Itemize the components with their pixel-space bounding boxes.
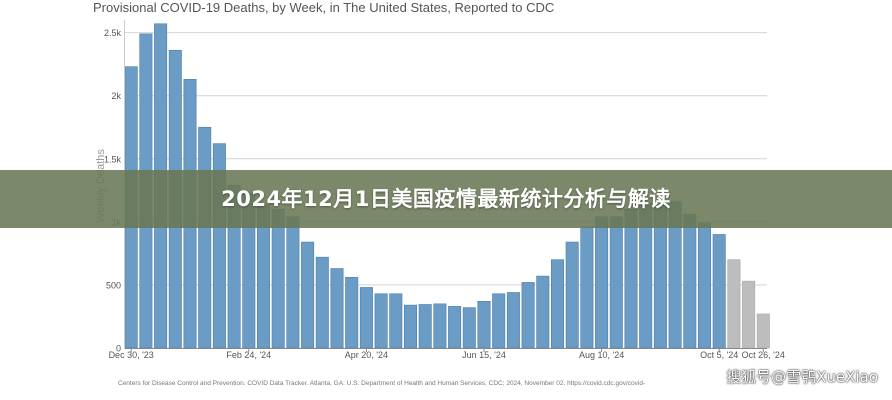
bars xyxy=(124,23,770,349)
y-tick-label: 2k xyxy=(111,91,121,101)
bar xyxy=(330,268,344,349)
bar xyxy=(536,275,550,349)
x-tick-label: Oct 26, '24 xyxy=(742,350,785,360)
title-banner: 2024年12月1日美国疫情最新统计分析与解读 xyxy=(0,170,892,228)
bar xyxy=(389,293,403,349)
x-tick-label: Dec 30, '23 xyxy=(109,350,154,360)
bar xyxy=(550,259,564,349)
bar xyxy=(448,306,462,349)
bar xyxy=(492,293,506,349)
bar xyxy=(271,208,285,349)
bar xyxy=(286,216,300,349)
y-tick-label: 2.5k xyxy=(104,28,122,38)
x-tick-label: Feb 24, '24 xyxy=(226,350,271,360)
y-tick-label: 1.5k xyxy=(104,154,122,164)
bar xyxy=(742,280,756,349)
x-tick-labels: Dec 30, '23 Feb 24, '24 Apr 20, '24 Jun 15,… xyxy=(109,348,785,360)
source-note: Centers for Disease Control and Preventi… xyxy=(118,380,646,387)
bar xyxy=(403,304,417,349)
bar xyxy=(697,222,711,349)
bar xyxy=(374,293,388,349)
bar xyxy=(477,301,491,349)
bar xyxy=(756,313,770,349)
watermark: 搜狐号@雪鸮XueXiao xyxy=(726,368,878,386)
y-tick-label: 500 xyxy=(106,280,121,290)
x-tick-label: Oct 5, '24 xyxy=(700,350,738,360)
bar xyxy=(595,216,609,349)
bar xyxy=(301,241,315,349)
bar xyxy=(418,304,432,349)
bar xyxy=(580,226,594,349)
bar xyxy=(521,282,535,349)
bar xyxy=(462,307,476,349)
bar xyxy=(624,208,638,349)
bar xyxy=(315,256,329,349)
bar xyxy=(433,303,447,349)
bar xyxy=(727,259,741,349)
bar xyxy=(345,277,359,349)
bar xyxy=(359,287,373,349)
bar xyxy=(506,292,520,349)
bar xyxy=(683,213,697,349)
bar xyxy=(712,234,726,349)
y-tick-label: 0 xyxy=(116,344,121,354)
chart-title: Provisional COVID-19 Deaths, by Week, in… xyxy=(93,0,555,15)
bar xyxy=(565,241,579,349)
bar xyxy=(609,216,623,349)
x-tick-label: Apr 20, '24 xyxy=(345,350,388,360)
bar xyxy=(198,126,212,349)
x-tick-label: Jun 15, '24 xyxy=(462,350,506,360)
banner-title: 2024年12月1日美国疫情最新统计分析与解读 xyxy=(221,187,671,211)
x-tick-label: Aug 10, '24 xyxy=(579,350,624,360)
